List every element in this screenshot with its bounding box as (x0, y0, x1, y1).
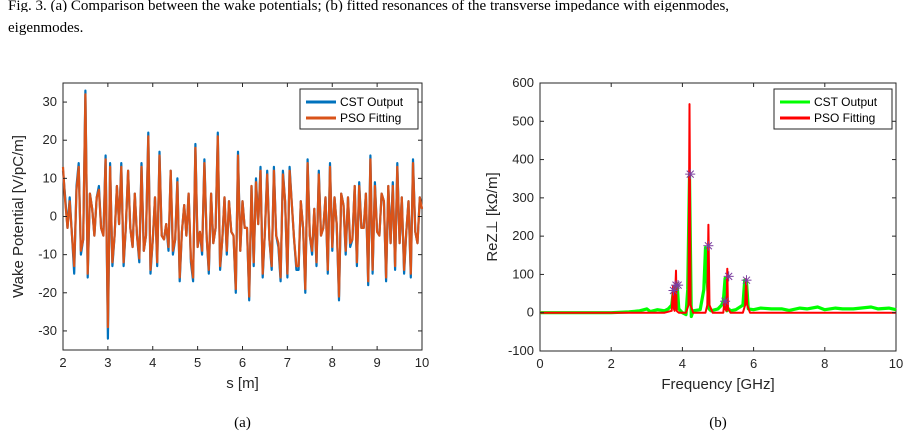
legend: CST Output PSO Fitting (299, 88, 419, 130)
legend-box (299, 88, 419, 130)
legend-label: PSO Fitting (814, 111, 875, 125)
panel-label: (a) (234, 415, 251, 431)
peak-marker (720, 296, 731, 307)
x-tick-label: 6 (239, 355, 246, 370)
peak-marker (741, 275, 752, 286)
x-tick-label: 0 (536, 356, 543, 371)
x-tick-label: 4 (679, 356, 686, 371)
marker-stroke (742, 276, 751, 285)
y-tick-label: 0 (50, 209, 57, 224)
chart-panel-b: 0 2 4 6 8 10-1000100200300400500600Frequency … (484, 75, 903, 431)
y-tick-label: 10 (43, 170, 57, 185)
y-tick-label: -100 (508, 343, 534, 358)
y-tick-label: -20 (38, 285, 57, 300)
y-tick-label: 30 (43, 94, 57, 109)
x-tick-label: 4 (149, 355, 156, 370)
x-tick-label: 6 (750, 356, 757, 371)
x-tick-label: 7 (284, 355, 291, 370)
x-tick-label: 3 (104, 355, 111, 370)
figure-caption-tail: eigenmodes. (8, 20, 84, 36)
peak-marker (673, 280, 684, 291)
y-tick-label: 300 (512, 190, 534, 205)
y-tick-label: 500 (512, 113, 534, 128)
x-tick-label: 10 (889, 356, 903, 371)
x-tick-label: 5 (194, 355, 201, 370)
y-tick-label: 400 (512, 152, 534, 167)
y-axis-title: ReZ⊥ [kΩ/m] (484, 172, 501, 261)
marker-stroke (686, 170, 695, 178)
y-tick-label: -10 (38, 247, 57, 262)
peak-marker (703, 240, 714, 251)
marker-stroke (724, 272, 733, 281)
legend-label: CST Output (340, 95, 404, 109)
y-tick-label: 100 (512, 266, 534, 281)
marker-stroke (674, 281, 682, 290)
x-tick-label: 2 (608, 356, 615, 371)
chart-panel-a: 2 3 4 5 6 7 8 9 10 -30 -20 -10 0 10 20 30 s [m] Wake Pote… (10, 82, 429, 431)
y-tick-label: 200 (512, 228, 534, 243)
peak-marker (685, 169, 696, 180)
legend-label: PSO Fitting (340, 111, 401, 125)
marker-stroke (721, 297, 729, 306)
x-axis-title: Frequency [GHz] (661, 376, 774, 393)
x-tick-label: 2 (59, 355, 66, 370)
legend: CST Output PSO Fitting (773, 88, 893, 130)
peak-marker (723, 271, 734, 282)
figure-caption-head: Fig. 3. (a) Comparison between the wake … (8, 0, 730, 12)
x-tick-label: 10 (415, 355, 429, 370)
series-line-1 (540, 173, 897, 319)
y-tick-label: -30 (38, 323, 57, 338)
x-tick-label: 9 (374, 355, 381, 370)
series-line-2 (61, 93, 424, 329)
x-tick-label: 8 (329, 355, 336, 370)
panel-label: (b) (709, 415, 727, 431)
legend-label: CST Output (814, 95, 878, 109)
y-axis-title: Wake Potential [V/pC/m] (10, 135, 27, 298)
marker-stroke (704, 241, 713, 250)
x-tick-label: 8 (821, 356, 828, 371)
legend-box (773, 88, 893, 130)
y-tick-label: 600 (512, 75, 534, 90)
x-axis-title: s [m] (226, 375, 259, 392)
y-tick-label: 0 (527, 305, 534, 320)
y-tick-label: 20 (43, 132, 57, 147)
